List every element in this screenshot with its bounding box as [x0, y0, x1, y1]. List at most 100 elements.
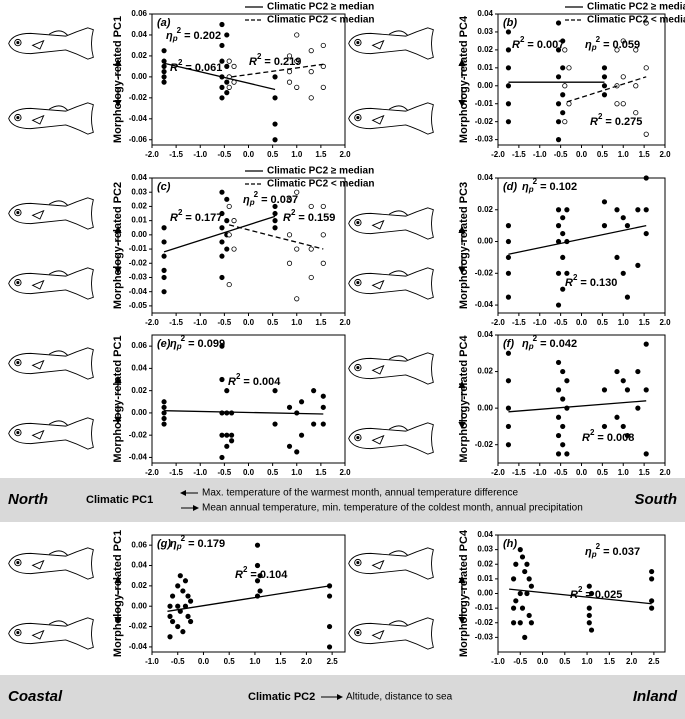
- y-axis-label: Morphology-related PC3: [458, 182, 470, 309]
- stat-subscript: p: [591, 550, 597, 559]
- x-tick-label: -1.0: [193, 318, 207, 327]
- panel: -2.0 -1.5 -1.0 -0.5 0.0 0.5 1.0 1.5 2.0 0.04 0.03 0…: [112, 166, 375, 327]
- data-point: [564, 207, 570, 213]
- y-tick-label: 0.00: [131, 230, 147, 239]
- stat-value: = 0.037: [261, 194, 298, 206]
- data-point: [320, 63, 326, 70]
- data-point: [161, 63, 167, 70]
- x-tick-label: 1.5: [604, 657, 616, 666]
- stat-symbol: R: [249, 56, 257, 68]
- data-point: [505, 378, 512, 384]
- x-tick-label: 0.5: [267, 468, 279, 477]
- legend-label: Climatic PC2 ≥ median: [587, 2, 685, 13]
- data-point: [219, 239, 225, 245]
- stat-symbol: η: [585, 39, 592, 51]
- data-point: [614, 254, 620, 261]
- data-point: [505, 270, 512, 276]
- fit-line: [508, 225, 647, 255]
- x-tick-label: 2.5: [648, 657, 660, 666]
- data-point: [254, 562, 261, 569]
- data-point: [524, 590, 530, 597]
- stat-subscript: p: [249, 198, 255, 207]
- y-tick-label: -0.02: [129, 622, 148, 631]
- data-point: [614, 207, 620, 213]
- data-point: [560, 215, 566, 221]
- data-point: [272, 218, 278, 224]
- x-tick-label: 1.5: [639, 318, 651, 327]
- data-point: [326, 623, 333, 630]
- data-point: [180, 629, 186, 635]
- data-point: [601, 83, 608, 89]
- y-tick-label: 0.03: [131, 187, 147, 196]
- data-point: [188, 618, 194, 625]
- data-point: [555, 119, 562, 125]
- annotation: R2 = 0.177: [170, 208, 222, 224]
- x-tick-label: -0.5: [554, 318, 568, 327]
- data-point: [294, 296, 300, 302]
- y-tick-label: -0.06: [129, 135, 148, 144]
- panel: -2.0 -1.5 -1.0 -0.5 0.0 0.5 1.0 1.5 2.0 0.04 0.02 0…: [458, 330, 671, 477]
- y-tick-label: -0.02: [129, 258, 148, 267]
- x-tick-label: -2.0: [145, 468, 159, 477]
- data-point: [231, 63, 237, 70]
- stat-subscript: p: [176, 342, 182, 351]
- x-tick-label: -2.0: [145, 318, 159, 327]
- stat-subscript: p: [176, 542, 182, 551]
- data-point: [224, 246, 230, 252]
- stat-superscript: 2: [243, 565, 248, 574]
- data-point: [620, 270, 626, 276]
- data-point: [505, 238, 512, 245]
- x-tick-label: -1.5: [512, 318, 526, 327]
- data-point: [624, 294, 631, 300]
- x-tick-label: 2.0: [659, 468, 671, 477]
- x-tick-label: 2.0: [659, 318, 671, 327]
- plot-frame: [151, 534, 346, 653]
- x-tick-label: -2.0: [145, 150, 159, 159]
- stat-value: = 0.061: [185, 62, 222, 74]
- data-point: [601, 65, 608, 71]
- data-point: [294, 189, 300, 195]
- data-point: [564, 378, 570, 384]
- data-point: [219, 253, 225, 259]
- y-axis-label: Morphology-related PC4: [458, 15, 470, 143]
- data-point: [272, 137, 278, 143]
- stat-value: = 0.159: [298, 212, 335, 224]
- x-tick-label: 2.0: [301, 657, 313, 666]
- data-point: [219, 58, 225, 64]
- data-point: [555, 270, 562, 276]
- x-tick-label: 0.5: [267, 318, 279, 327]
- y-axis-label: Morphology-related PC1: [112, 530, 124, 657]
- annotation: R2 = 0.275: [590, 112, 642, 128]
- data-point: [601, 223, 608, 229]
- data-point: [224, 196, 230, 202]
- banner-positive: Mean annual temperature, min. temperatur…: [202, 503, 583, 514]
- stat-value: = 0.104: [250, 569, 288, 581]
- y-tick-label: 0.03: [477, 545, 493, 554]
- x-tick-label: -0.5: [554, 150, 568, 159]
- stat-symbol: R: [228, 376, 236, 388]
- x-tick-label: -1.5: [512, 150, 526, 159]
- x-tick-label: 0.5: [559, 657, 571, 666]
- data-point: [586, 612, 592, 619]
- legend-label: Climatic PC2 < median: [587, 15, 685, 26]
- data-point: [562, 119, 568, 125]
- data-point: [510, 576, 517, 582]
- data-point: [505, 223, 512, 229]
- x-tick-label: -2.0: [491, 318, 505, 327]
- data-point: [294, 58, 300, 64]
- data-point: [510, 620, 517, 626]
- x-tick-label: 0.5: [597, 468, 609, 477]
- data-point: [633, 110, 639, 116]
- y-tick-label: 0.00: [131, 601, 147, 610]
- data-point: [588, 627, 595, 633]
- y-tick-label: -0.02: [129, 430, 148, 439]
- data-point: [560, 442, 566, 448]
- data-point: [620, 423, 626, 430]
- y-tick-label: 0.04: [131, 30, 147, 39]
- panel-label: (h): [503, 538, 517, 550]
- stat-symbol: R: [590, 116, 598, 128]
- annotation: R2 = 0.025: [570, 585, 622, 601]
- data-point: [620, 74, 626, 80]
- x-tick-label: -1.0: [145, 657, 159, 666]
- stat-value: = 0.219: [264, 56, 301, 68]
